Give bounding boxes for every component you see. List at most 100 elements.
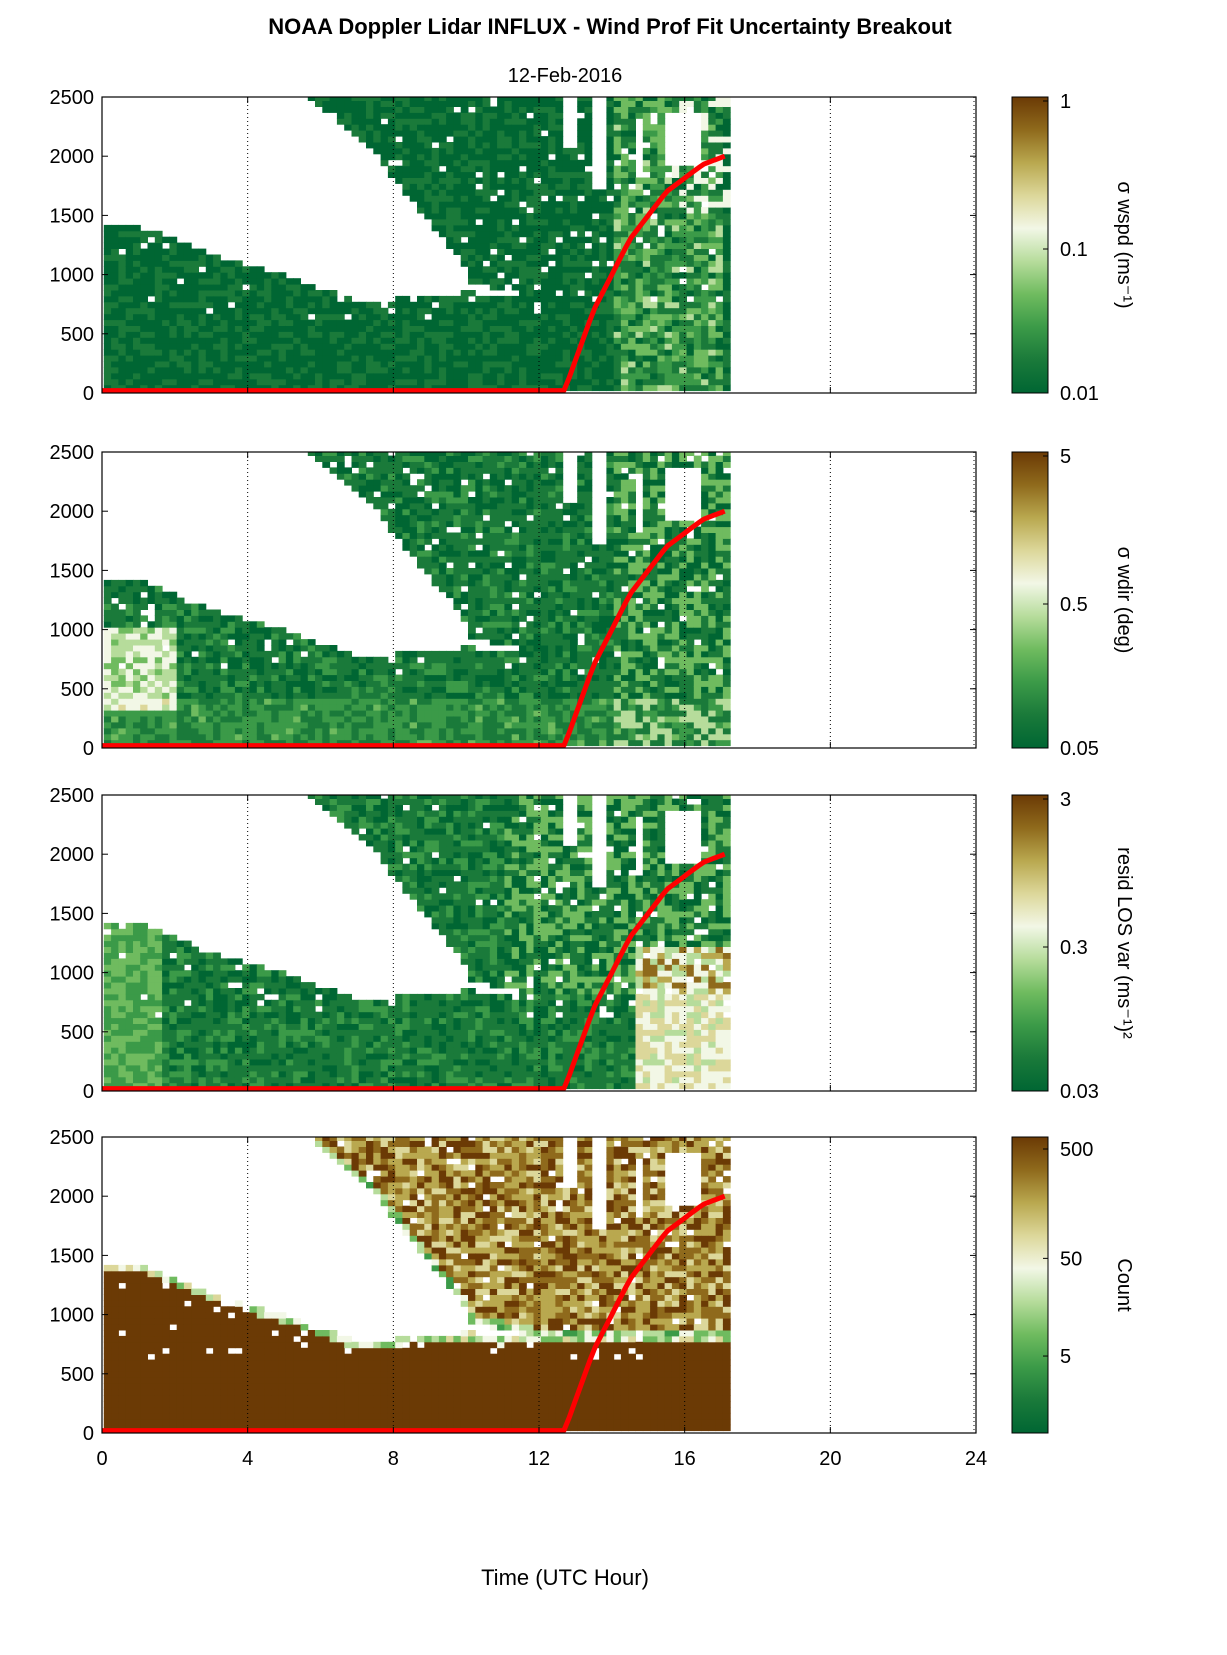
heatmap-cell [526,97,535,101]
heatmap-cell [336,331,345,338]
heatmap-cell [191,254,199,261]
heatmap-cell [606,171,615,178]
heatmap-cell [446,295,454,303]
heatmap-cell [227,313,236,321]
heatmap-cell [111,272,119,279]
heatmap-cell [679,242,687,249]
heatmap-cell [489,597,498,604]
heatmap-cell [497,591,505,599]
heatmap-cell [256,650,265,658]
heatmap-cell [693,242,702,249]
heatmap-cell [533,278,542,285]
heatmap-cell [657,165,666,173]
heatmap-cell [402,526,411,533]
heatmap-cell [198,656,207,664]
heatmap-cell [497,520,505,528]
heatmap-cell [395,662,403,670]
heatmap-cell [475,710,484,717]
heatmap-cell [395,313,403,321]
heatmap-cell [307,668,316,676]
heatmap-cell [351,662,360,670]
heatmap-cell [599,260,607,267]
heatmap-cell [103,722,112,729]
heatmap-cell [693,106,702,113]
heatmap-cell [577,514,585,522]
heatmap-cell [358,656,367,664]
heatmap-cell [511,224,520,232]
heatmap-cell [701,331,709,338]
heatmap-cell [562,219,571,226]
heatmap-cell [628,331,636,338]
heatmap-cell [424,295,433,303]
heatmap-cell [591,230,600,238]
heatmap-cell [526,532,535,539]
heatmap-cell [191,372,199,380]
heatmap-cell [708,367,717,374]
heatmap-cell [519,224,527,232]
heatmap-cell [264,313,272,321]
heatmap-cell [402,355,411,362]
heatmap-cell [438,526,447,533]
heatmap-cell [562,556,571,563]
heatmap-cell [548,236,556,244]
heatmap-cell [133,260,141,267]
heatmap-cell [344,656,352,664]
heatmap-cell [511,260,520,267]
heatmap-cell [540,171,549,178]
heatmap-cell [686,230,695,238]
heatmap-cell [591,372,600,380]
heatmap-cell [366,455,374,462]
heatmap-cell [511,674,520,681]
heatmap-cell [351,97,360,101]
heatmap-cell [628,284,636,291]
heatmap-cell [570,733,578,741]
heatmap-cell [584,639,593,646]
heatmap-cell [533,662,542,670]
heatmap-cell [154,266,163,273]
heatmap-cell [446,130,454,137]
heatmap-cell [489,467,498,474]
heatmap-cell [366,497,374,504]
heatmap-cell [548,645,556,652]
heatmap-cell [562,508,571,516]
heatmap-cell [285,307,294,315]
heatmap-cell [140,615,148,622]
heatmap-cell [460,183,469,190]
heatmap-cell [453,455,462,462]
heatmap-cell [336,452,345,456]
heatmap-cell [409,662,418,670]
heatmap-cell [577,272,585,279]
heatmap-cell [242,384,250,392]
heatmap-cell [504,485,513,492]
heatmap-cell [424,733,433,741]
heatmap-cell [489,479,498,486]
heatmap-cell [249,656,258,664]
heatmap-cell [591,343,600,350]
heatmap-cell [693,248,702,255]
heatmap-cell [453,378,462,386]
heatmap-cell [256,290,265,297]
heatmap-cell [380,692,389,699]
heatmap-cell [183,662,192,670]
heatmap-cell [533,254,542,261]
heatmap-cell [111,716,119,723]
heatmap-cell [453,384,462,392]
heatmap-cell [380,372,389,380]
heatmap-cell [431,349,440,356]
heatmap-cell [708,325,717,332]
heatmap-cell [708,337,717,344]
heatmap-cell [417,452,425,456]
heatmap-cell [329,656,338,664]
heatmap-cell [322,97,331,101]
heatmap-cell [402,165,411,173]
heatmap-cell [402,147,411,155]
heatmap-cell [191,680,199,687]
heatmap-cell [409,686,418,693]
heatmap-cell [191,603,199,610]
heatmap-cell [613,349,622,356]
heatmap-cell [548,130,556,137]
heatmap-cell [533,639,542,646]
heatmap-cell [519,147,527,155]
heatmap-cell [497,615,505,622]
heatmap-cell [300,319,309,326]
